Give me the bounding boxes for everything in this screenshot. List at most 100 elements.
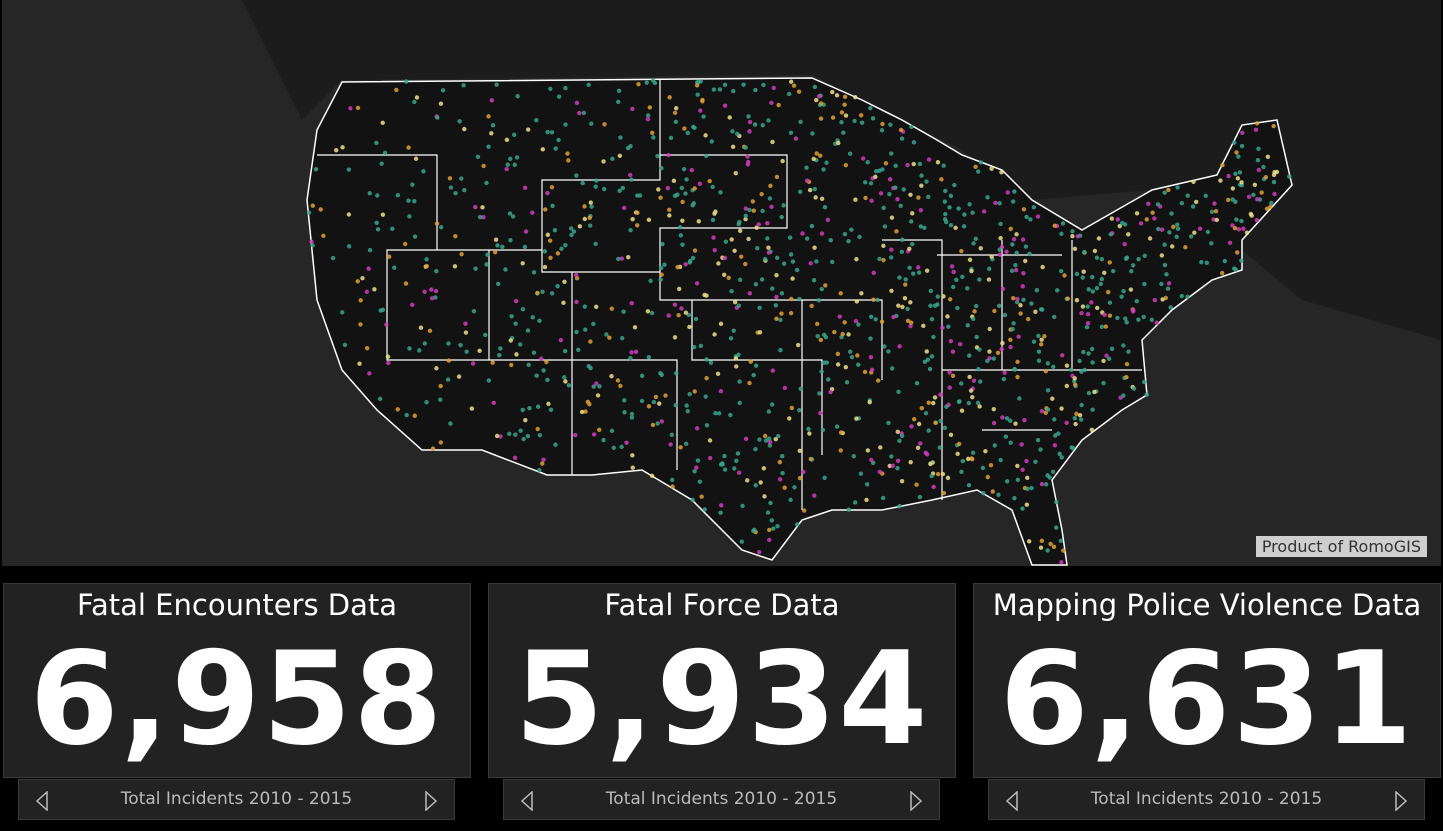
incident-dot xyxy=(535,404,541,409)
incident-dot xyxy=(1021,271,1026,276)
prev-arrow[interactable] xyxy=(35,791,49,811)
incident-dot xyxy=(809,223,815,229)
incident-dot xyxy=(887,191,892,197)
incident-dot xyxy=(1035,437,1041,443)
incident-dot xyxy=(1056,431,1061,436)
incident-dot xyxy=(1099,256,1105,262)
incident-dot xyxy=(1212,201,1217,206)
incident-dot xyxy=(970,456,975,462)
incident-dot xyxy=(918,224,924,229)
prev-arrow[interactable] xyxy=(1005,791,1019,811)
incident-dot xyxy=(895,197,900,202)
incident-dot xyxy=(757,437,762,442)
prev-arrow[interactable] xyxy=(520,791,534,811)
incident-dot xyxy=(747,207,752,213)
incident-dot xyxy=(510,214,516,219)
incident-dot xyxy=(952,182,957,188)
incident-dot xyxy=(1079,310,1084,316)
incident-dot xyxy=(789,296,794,302)
incident-dot xyxy=(736,470,742,475)
incident-dot xyxy=(1060,221,1066,226)
incident-dot xyxy=(593,304,599,310)
incident-dot xyxy=(629,177,634,182)
incident-dot xyxy=(672,335,678,340)
incident-dot xyxy=(410,302,415,307)
incident-dot xyxy=(771,526,776,531)
incident-dot xyxy=(1020,467,1025,473)
incident-dot xyxy=(778,317,783,323)
incident-dot xyxy=(1227,240,1233,245)
incident-dot xyxy=(1002,312,1008,318)
incident-dot xyxy=(728,412,733,418)
incident-dot xyxy=(549,130,555,135)
incident-dot xyxy=(1057,451,1062,457)
incident-dot xyxy=(857,234,862,240)
incident-dot xyxy=(574,173,579,178)
incident-dot xyxy=(380,212,386,217)
incident-dot xyxy=(815,333,820,339)
incident-dot xyxy=(549,291,555,296)
incident-dot xyxy=(559,246,564,251)
incident-dot xyxy=(553,146,558,151)
incident-dot xyxy=(788,310,794,316)
incident-dot xyxy=(498,434,503,439)
incident-dot xyxy=(710,184,715,190)
incident-dot xyxy=(681,167,687,172)
incident-dot xyxy=(908,320,914,325)
incident-dot xyxy=(490,360,495,365)
incident-dot xyxy=(601,159,606,164)
incident-dot xyxy=(767,443,773,448)
incident-dot xyxy=(581,110,587,116)
incident-dot xyxy=(765,236,770,241)
incident-dot xyxy=(782,385,788,391)
incident-dot xyxy=(698,108,703,113)
next-arrow[interactable] xyxy=(909,791,923,811)
incident-dot xyxy=(1054,499,1059,505)
incident-dot xyxy=(1033,309,1038,315)
incident-dot xyxy=(991,407,996,412)
map[interactable] xyxy=(2,0,1441,566)
next-arrow[interactable] xyxy=(424,791,438,811)
incident-dot xyxy=(505,162,510,167)
incident-dot xyxy=(1005,479,1010,484)
next-arrow[interactable] xyxy=(1394,791,1408,811)
incident-dot xyxy=(747,129,752,134)
incident-dot xyxy=(430,446,436,451)
incident-dot xyxy=(669,432,675,438)
incident-dot xyxy=(586,363,591,369)
incident-dot xyxy=(1074,298,1080,303)
incident-dot xyxy=(1000,286,1006,292)
incident-dot xyxy=(1233,171,1238,176)
incident-dot xyxy=(787,235,793,240)
incident-dot xyxy=(367,191,372,196)
incident-dot xyxy=(864,497,869,503)
incident-dot xyxy=(464,349,469,354)
incident-dot xyxy=(1039,481,1045,487)
incident-dot xyxy=(1190,204,1196,209)
incident-dot xyxy=(972,309,977,314)
incident-dot xyxy=(735,451,741,456)
incident-dot xyxy=(795,342,801,348)
incident-dot xyxy=(700,99,705,104)
incident-dot xyxy=(842,320,847,325)
incident-dot xyxy=(692,186,697,191)
incident-dot xyxy=(781,203,786,208)
incident-dot xyxy=(863,180,868,185)
incident-dot xyxy=(1236,154,1241,159)
incident-dot xyxy=(954,277,959,283)
incident-dot xyxy=(634,223,640,228)
incident-dot xyxy=(629,415,635,420)
incident-dot xyxy=(719,503,724,508)
incident-dot xyxy=(738,254,744,259)
incident-dot xyxy=(1031,339,1037,344)
incident-dot xyxy=(877,469,883,475)
incident-dot xyxy=(1039,538,1045,544)
incident-dot xyxy=(520,407,525,413)
incident-dot xyxy=(1084,324,1090,330)
incident-dot xyxy=(492,250,498,255)
incident-dot xyxy=(520,307,526,312)
incident-dot xyxy=(617,188,622,193)
incident-dot xyxy=(818,410,823,416)
incident-dot xyxy=(842,94,848,100)
incident-dot xyxy=(943,188,948,194)
